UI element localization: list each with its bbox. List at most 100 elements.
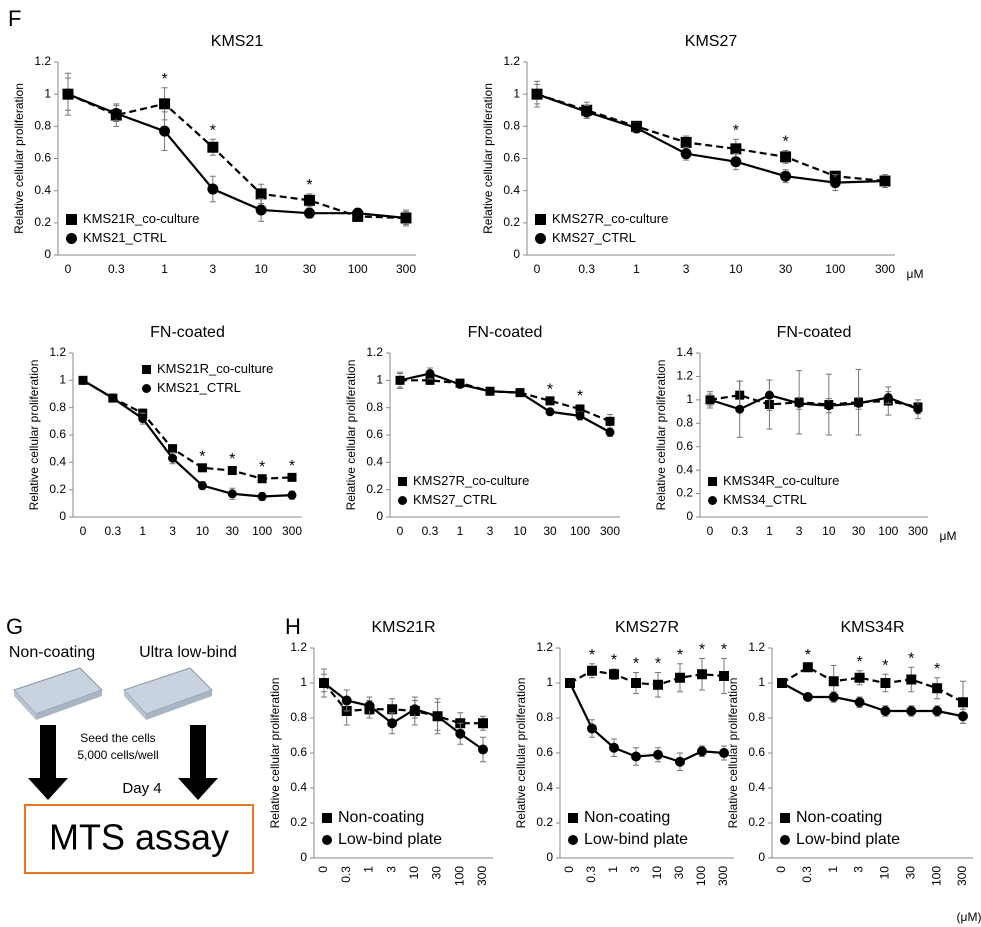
y-tick-label: 0 — [686, 509, 693, 523]
legend-marker — [780, 813, 790, 823]
marker — [110, 107, 122, 119]
marker — [932, 683, 943, 694]
panel-label: G — [6, 614, 23, 639]
x-tick-label: 10 — [254, 262, 268, 276]
significance-mark: * — [589, 647, 595, 664]
y-tick-label: 1 — [686, 392, 693, 406]
marker — [257, 474, 267, 484]
marker — [515, 388, 525, 398]
y-axis-label: Relative cellular proliferation — [12, 83, 26, 234]
marker — [932, 706, 943, 716]
legend-label: Non-coating — [796, 809, 882, 826]
y-tick-label: 0 — [44, 247, 51, 261]
marker — [705, 395, 715, 405]
marker — [352, 207, 364, 219]
x-tick-label: 100 — [348, 262, 368, 276]
y-tick-label: 0.2 — [503, 215, 520, 229]
marker — [575, 411, 585, 421]
x-tick-label: 100 — [694, 866, 708, 886]
legend-label: Low-bind plate — [584, 831, 688, 848]
x-tick-label: 0 — [80, 524, 87, 538]
x-tick-label: 300 — [475, 866, 489, 886]
marker — [906, 674, 917, 685]
y-tick-label: 0 — [758, 850, 765, 864]
marker — [62, 88, 74, 100]
chart: 0 0.2 0.4 0.6 0.8 1 1.2 0 0.3 1 3 10 30 100 300 FN-coat… — [344, 324, 620, 538]
x-tick-label: 0.3 — [800, 866, 814, 883]
y-tick-label: 1.2 — [536, 640, 553, 654]
marker — [883, 393, 893, 403]
chart-title: KMS27 — [685, 33, 738, 50]
marker — [287, 490, 297, 500]
marker — [631, 751, 641, 762]
x-tick-label: 1 — [161, 262, 168, 276]
y-tick-label: 1.4 — [676, 345, 693, 359]
marker — [303, 207, 315, 219]
marker — [854, 697, 865, 708]
x-tick-label: 0.3 — [108, 262, 125, 276]
marker — [958, 711, 968, 722]
series-line — [323, 682, 484, 751]
marker — [207, 141, 219, 153]
x-tick-label: 100 — [929, 866, 943, 886]
series-line — [67, 93, 407, 220]
significance-mark: * — [908, 650, 914, 667]
series-line — [709, 394, 919, 408]
marker — [675, 672, 685, 683]
marker — [780, 151, 792, 163]
y-tick-label: 0.2 — [676, 486, 693, 500]
legend-marker — [568, 813, 578, 823]
marker — [197, 481, 207, 491]
significance-mark: * — [655, 656, 661, 673]
marker — [906, 706, 917, 716]
panel-label: F — [8, 6, 21, 31]
chart: 0 0.2 0.4 0.6 0.8 1 1.2 0 0.3 1 3 10 30 100 300 KMS21R R… — [268, 619, 493, 886]
y-tick-label: 0.8 — [34, 119, 51, 133]
legend-label: Non-coating — [584, 809, 670, 826]
x-tick-label: 300 — [908, 524, 928, 538]
y-tick-label: 1.2 — [34, 54, 51, 68]
x-tick-label: 0 — [316, 866, 330, 873]
y-tick-label: 1.2 — [49, 345, 66, 359]
series-line — [82, 379, 293, 480]
x-tick-label: 30 — [543, 524, 557, 538]
marker — [730, 156, 742, 168]
marker — [794, 398, 804, 408]
marker — [168, 453, 178, 463]
x-tick-label: 0 — [65, 262, 72, 276]
marker — [432, 711, 443, 722]
y-tick-label: 0.6 — [34, 151, 51, 165]
series-line — [709, 394, 919, 411]
y-tick-label: 0.6 — [503, 151, 520, 165]
marker — [605, 416, 615, 426]
legend-marker — [568, 835, 578, 845]
y-axis-label: Relative cellular proliferation — [726, 678, 740, 829]
marker — [455, 728, 466, 739]
marker — [587, 665, 597, 676]
marker — [425, 369, 435, 378]
marker — [777, 678, 787, 688]
x-tick-label: 0.3 — [731, 524, 748, 538]
marker — [675, 756, 685, 767]
y-tick-label: 0.6 — [676, 439, 693, 453]
marker — [802, 662, 813, 673]
legend-marker — [398, 496, 407, 505]
marker — [879, 175, 891, 187]
legend-marker — [535, 214, 546, 225]
y-tick-label: 0.4 — [34, 183, 51, 197]
significance-mark: * — [677, 647, 683, 664]
y-tick-label: 0 — [300, 850, 307, 864]
significance-mark: * — [161, 71, 167, 88]
x-tick-label: 10 — [650, 866, 664, 880]
x-tick-label: 300 — [396, 262, 416, 276]
marker — [425, 375, 435, 385]
marker — [287, 472, 297, 482]
marker — [159, 98, 171, 110]
marker — [653, 749, 663, 760]
significance-mark: * — [782, 134, 788, 151]
marker — [227, 466, 237, 476]
x-tick-label: 10 — [729, 262, 743, 276]
y-tick-label: 0.6 — [290, 745, 307, 759]
marker — [409, 704, 420, 715]
significance-mark: * — [199, 448, 205, 465]
